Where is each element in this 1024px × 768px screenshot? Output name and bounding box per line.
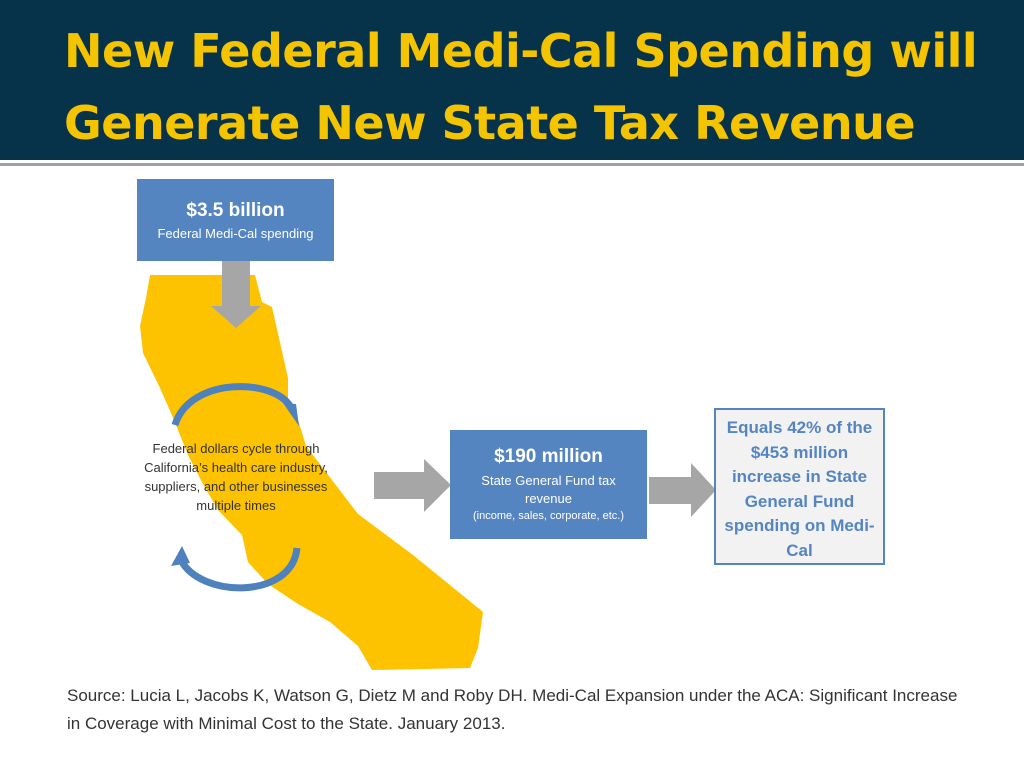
revenue-label: State General Fund tax revenue	[481, 473, 616, 506]
source-citation: Source: Lucia L, Jacobs K, Watson G, Die…	[67, 686, 958, 733]
down-arrow-icon	[211, 261, 261, 328]
cycle-arrow-icon	[171, 383, 301, 592]
federal-label: Federal Medi-Cal spending	[157, 226, 314, 241]
result-box: Equals 42% of the $453 million increase …	[714, 408, 885, 565]
revenue-detail: (income, sales, corporate, etc.)	[472, 510, 624, 522]
right-arrow-icon	[374, 459, 451, 512]
right-arrow-icon	[649, 463, 716, 517]
header-divider	[0, 163, 1024, 166]
slide-title-line-1: New Federal Medi-Cal Spending will	[64, 24, 978, 78]
revenue-amount: $190 million	[494, 446, 603, 467]
slide-header: New Federal Medi-Cal Spending will Gener…	[0, 0, 1024, 160]
federal-spending-box: $3.5 billion Federal Medi-Cal spending	[137, 179, 334, 261]
slide-title-line-2: Generate New State Tax Revenue	[64, 96, 916, 150]
california-map	[140, 275, 483, 670]
cycle-description: Federal dollars cycle through California…	[144, 441, 328, 513]
tax-revenue-box: $190 million State General Fund tax reve…	[450, 430, 647, 539]
federal-amount: $3.5 billion	[186, 200, 285, 221]
